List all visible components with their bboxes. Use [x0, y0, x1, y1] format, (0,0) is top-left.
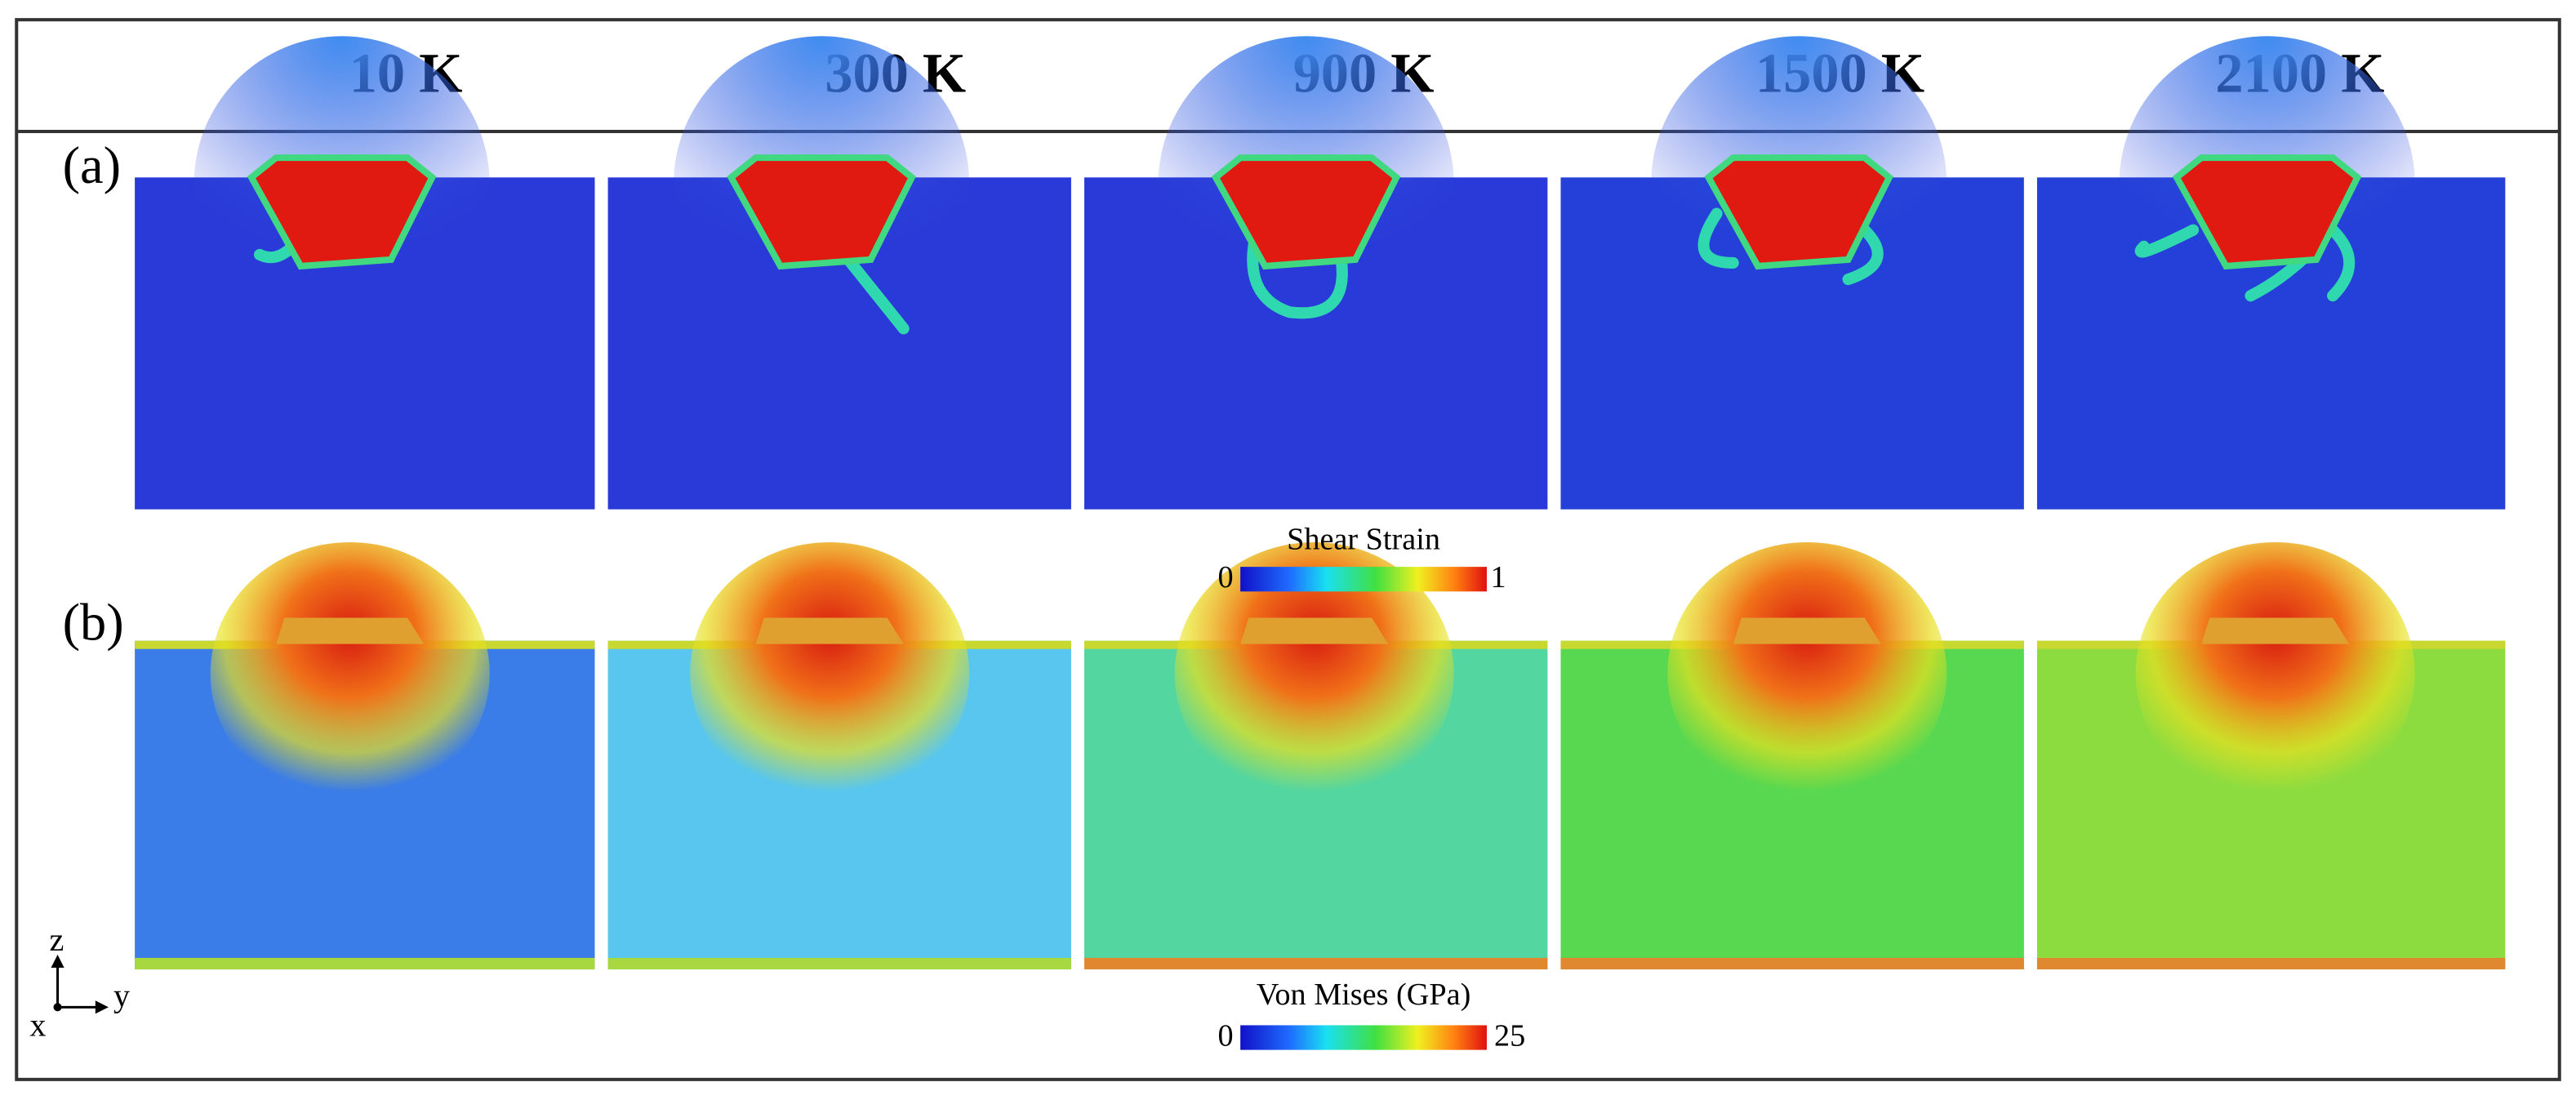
- indent-zone: [247, 154, 437, 270]
- colorbar-title: Von Mises (GPa): [1257, 978, 1471, 1012]
- shear-band: [1247, 224, 1348, 319]
- colorbar-max: 1: [1490, 560, 1506, 595]
- indent-zone: [2172, 154, 2362, 270]
- panel-label: (b): [63, 593, 124, 651]
- indent-zone: [1211, 154, 1401, 270]
- stress-zone: [210, 541, 490, 805]
- colorbar-min: 0: [1217, 1018, 1233, 1053]
- axis-triad: z y x: [29, 921, 130, 1044]
- arrow-head: [95, 1000, 109, 1014]
- indent-zone: [1704, 154, 1893, 270]
- colorbar-min: 0: [1217, 560, 1233, 595]
- bottom-layer: [135, 957, 595, 970]
- colorbar-title: Shear Strain: [1287, 523, 1440, 557]
- colorbar: [1240, 567, 1487, 592]
- panels: [135, 36, 2506, 970]
- axis-label: y: [113, 977, 130, 1013]
- axis-label: z: [49, 921, 64, 958]
- stress-zone: [2135, 541, 2415, 805]
- axis-origin: [53, 1003, 62, 1012]
- bottom-layer: [1084, 957, 1548, 970]
- stress-zone: [1667, 541, 1947, 805]
- colorbar-max: 25: [1494, 1018, 1525, 1053]
- bottom-layer: [1560, 957, 2024, 970]
- stress-zone: [690, 541, 970, 805]
- indent-cap: [2201, 617, 2350, 644]
- indent-zone: [727, 154, 916, 270]
- indent-cap: [1240, 617, 1389, 644]
- indent-cap: [755, 617, 904, 644]
- colorbar: [1240, 1025, 1487, 1050]
- bottom-layer: [607, 957, 1071, 970]
- panel-label: (a): [63, 136, 121, 194]
- indent-cap: [276, 617, 425, 644]
- bottom-layer: [2036, 957, 2506, 970]
- stress-zone: [1174, 541, 1454, 805]
- arrow-head: [51, 954, 65, 969]
- axis-label: x: [29, 1007, 46, 1044]
- indent-cap: [1733, 617, 1881, 644]
- frame: [15, 18, 2561, 1081]
- shear-band: [1697, 207, 1884, 286]
